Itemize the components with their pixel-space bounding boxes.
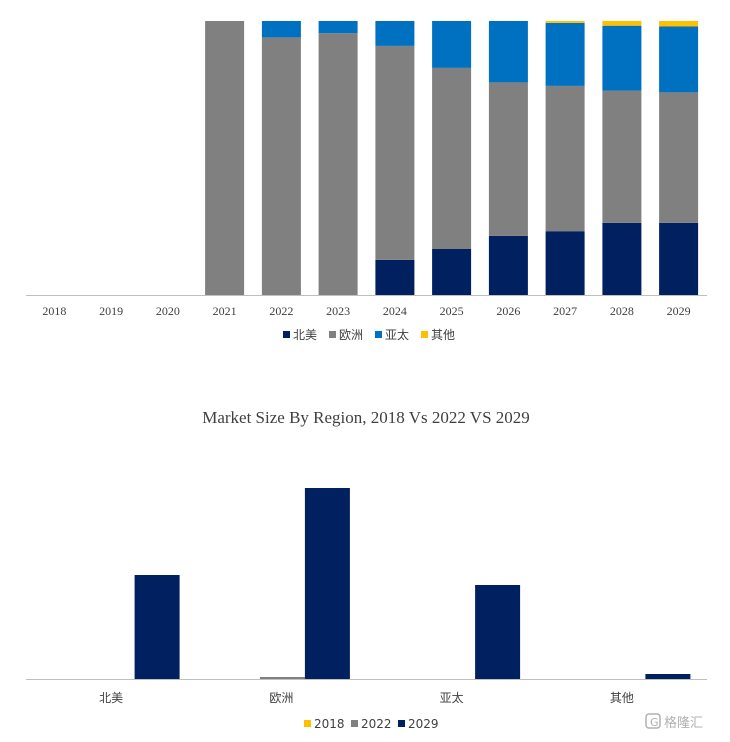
watermark-logo-icon — [645, 713, 661, 729]
x-tick-label: 2020 — [156, 304, 180, 318]
bar-2021-s1 — [205, 21, 245, 295]
x-tick-label: 2029 — [667, 304, 691, 318]
bar-2025-s2 — [432, 21, 472, 68]
bar-2022-s1 — [261, 37, 301, 296]
bar-2029-s3 — [659, 21, 699, 27]
x-tick-label: 2018 — [42, 304, 66, 318]
bar-2027-s2 — [545, 22, 585, 86]
market-size-chart: Market Size By Region, 2018 Vs 2022 VS 2… — [26, 408, 707, 731]
bar-2026-s1 — [488, 82, 528, 236]
bar-2027-s1 — [545, 85, 585, 232]
legend-swatch-2018 — [304, 720, 311, 727]
bar-2023-s1 — [318, 33, 358, 295]
legend-swatch-2022 — [351, 720, 358, 727]
bar-北美-2029 — [134, 575, 180, 679]
x-tick-label: 2025 — [440, 304, 464, 318]
bar-2029-s1 — [659, 92, 699, 223]
watermark-text: 格隆汇 — [664, 715, 703, 731]
bar-2024-s2 — [375, 21, 415, 46]
bar-2023-s2 — [318, 21, 358, 34]
legend-label: 2022 — [361, 717, 392, 731]
bar-2027-s3 — [545, 21, 585, 23]
bar-2026-s2 — [488, 21, 528, 83]
legend-swatch-s2 — [375, 331, 382, 338]
legend-label: 2029 — [408, 717, 439, 731]
x-tick-label: 亚太 — [440, 690, 464, 705]
x-tick-label: 2026 — [496, 304, 520, 318]
legend-label: 2018 — [314, 717, 345, 731]
chart-title: Market Size By Region, 2018 Vs 2022 VS 2… — [202, 408, 530, 427]
bar-欧洲-2022 — [259, 677, 305, 679]
bar-2026-s0 — [488, 235, 528, 295]
bar-2028-s0 — [602, 222, 642, 295]
x-tick-label: 2027 — [553, 304, 577, 318]
x-tick-label: 2028 — [610, 304, 634, 318]
legend-label: 其他 — [431, 328, 455, 342]
x-tick-label: 其他 — [610, 691, 634, 705]
bar-2028-s2 — [602, 25, 642, 91]
legend-swatch-s3 — [421, 331, 428, 338]
stacked-share-chart: 2018 2019 2020 2021 2022 2023 2024 2025 2026 2027… — [26, 21, 707, 342]
bar-2028-s3 — [602, 21, 642, 26]
watermark: G 格隆汇 — [645, 713, 703, 731]
bar-2024-s0 — [375, 259, 415, 295]
bar-2029-s2 — [659, 26, 699, 93]
legend-swatch-s0 — [283, 331, 290, 338]
legend-swatch-s1 — [329, 331, 336, 338]
bar-2029-s0 — [659, 222, 699, 295]
legend-label: 欧洲 — [339, 328, 363, 342]
legend-swatch-2029 — [398, 720, 405, 727]
bar-其他-2029 — [645, 674, 691, 679]
bar-亚太-2029 — [475, 585, 521, 679]
bar-2024-s1 — [375, 45, 415, 260]
watermark-logo-letter: G — [650, 716, 659, 729]
x-tick-label: 2023 — [326, 304, 350, 318]
bar-2025-s0 — [432, 249, 472, 295]
legend-label: 亚太 — [385, 327, 409, 342]
bar-2022-s2 — [261, 21, 301, 38]
bar-2025-s1 — [432, 67, 472, 250]
x-tick-label: 2024 — [383, 304, 407, 318]
x-tick-label: 2019 — [99, 304, 123, 318]
legend-label: 北美 — [293, 328, 317, 342]
bar-2027-s0 — [545, 231, 585, 295]
bar-2028-s1 — [602, 90, 642, 223]
bar-欧洲-2029 — [304, 488, 350, 679]
x-tick-label: 2021 — [213, 304, 237, 318]
x-tick-label: 北美 — [99, 691, 123, 705]
x-tick-label: 2022 — [269, 304, 293, 318]
x-tick-label: 欧洲 — [269, 691, 293, 705]
